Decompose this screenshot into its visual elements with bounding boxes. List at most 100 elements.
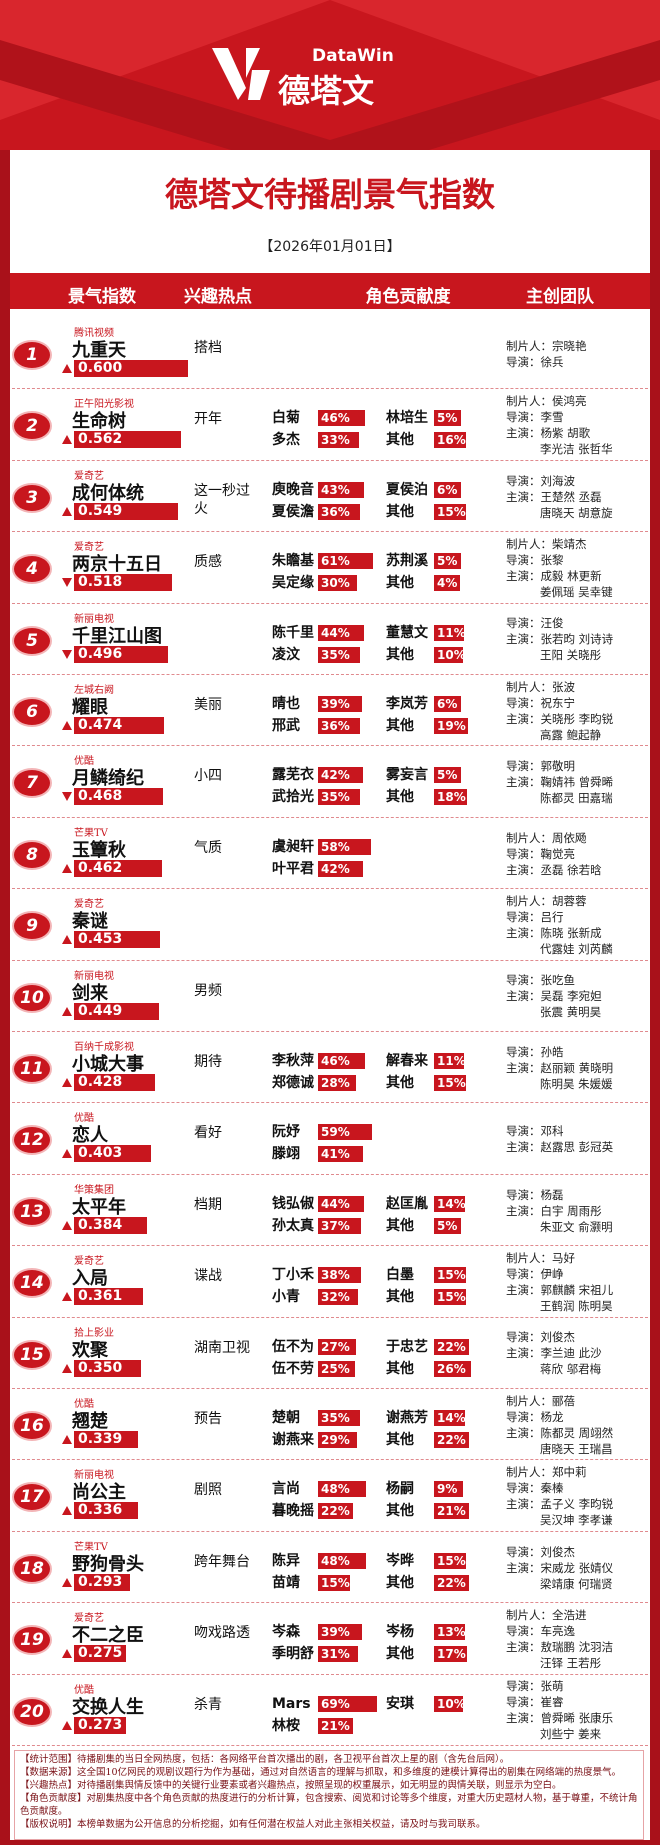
- header-art: [0, 0, 660, 150]
- index-label: 0.462: [78, 859, 123, 876]
- platform: 新丽电视: [74, 970, 114, 982]
- hotspot: 气质: [194, 839, 222, 856]
- role-share: 16%: [437, 433, 466, 448]
- team-line: 陈明昊 朱媛媛: [540, 1076, 613, 1091]
- hotspot: 剧照: [194, 1482, 222, 1499]
- team-line: 导演：邓科: [506, 1124, 564, 1139]
- role-share: 32%: [321, 1290, 350, 1305]
- role-bar: [434, 1646, 467, 1663]
- role-share: 30%: [321, 576, 350, 591]
- index-label: 0.275: [78, 1645, 123, 1662]
- index-bar: [74, 645, 169, 663]
- role-share: 44%: [321, 1196, 350, 1211]
- rank-badge: 6: [12, 697, 52, 727]
- index-label: 0.350: [78, 1359, 123, 1376]
- rank-badge: 10: [12, 982, 52, 1013]
- role-share: 26%: [437, 1361, 466, 1376]
- hotspot: 档期: [194, 1196, 222, 1213]
- platform: 腾讯视频: [74, 328, 114, 339]
- platform: 正午阳光影视: [74, 399, 134, 411]
- index-bar: [74, 360, 188, 377]
- note: 【数据来源】这全国10亿网民的观剧议题行为作为基础，通过对自然语言的理解与抓取，…: [20, 1767, 622, 1778]
- hotspot: 男频: [194, 982, 222, 999]
- role-share: 39%: [321, 1625, 350, 1640]
- role-share: 21%: [437, 1504, 466, 1519]
- team-line: 唐晓天 胡意旋: [540, 505, 613, 520]
- role-bar: [318, 503, 360, 520]
- team-line: 朱亚文 俞灏明: [540, 1219, 613, 1234]
- team-line: 制片人：胡蓉蓉: [506, 893, 587, 908]
- team-line: 导演：郭敬明: [506, 759, 575, 774]
- team-line: 主演：吴磊 李宛妲: [506, 989, 602, 1004]
- hotspot: 美丽: [194, 697, 222, 713]
- team-line: 导演：杨龙: [506, 1409, 564, 1424]
- role-bar: [318, 1695, 377, 1712]
- role-share: 14%: [437, 1411, 466, 1425]
- trend-arrow: [62, 506, 72, 516]
- role-name: 其他: [386, 575, 414, 592]
- index-label: 0.273: [78, 1716, 123, 1733]
- trend-arrow: [62, 1720, 72, 1730]
- row-separator: [12, 1745, 648, 1746]
- role-share: 36%: [321, 504, 350, 519]
- index-bar: [74, 1716, 126, 1734]
- index-label: 0.496: [78, 645, 123, 662]
- role-bar: [434, 1432, 469, 1448]
- role-bar: [434, 1075, 466, 1091]
- index-label: 0.549: [78, 502, 123, 519]
- role-name: 钱弘俶: [272, 1195, 314, 1212]
- role-name: 伍不为: [272, 1338, 314, 1355]
- index-bar: [74, 1002, 160, 1020]
- team-line: 制片人：全浩进: [506, 1607, 587, 1622]
- role-share: 28%: [321, 1076, 350, 1090]
- role-share: 69%: [321, 1696, 350, 1711]
- hotspot: 预告: [194, 1411, 222, 1427]
- role-share: 19%: [437, 719, 466, 733]
- rank-badge: 7: [12, 768, 52, 799]
- drama-name: 小城大事: [72, 1054, 144, 1075]
- index-bar: [74, 1431, 139, 1448]
- note: 【兴趣热点】对待播剧集舆情反馈中的关键行业要素或者兴趣热点，按照呈现的权重展示，…: [20, 1780, 562, 1791]
- role-bar: [434, 767, 461, 784]
- role-name: 其他: [386, 1289, 414, 1306]
- role-share: 33%: [321, 433, 350, 448]
- role-name: 朱瞻基: [272, 553, 314, 570]
- role-share: 37%: [321, 1218, 350, 1233]
- index-label: 0.428: [78, 1074, 123, 1090]
- role-name: 武拾光: [272, 789, 314, 806]
- role-share: 15%: [437, 1076, 466, 1090]
- team-line: 蒋欣 邬君梅: [540, 1362, 602, 1377]
- role-share: 15%: [321, 1575, 350, 1590]
- role-share: 42%: [321, 768, 350, 783]
- role-name: 于忠艺: [386, 1338, 428, 1355]
- team-line: 梁靖康 何瑞贤: [540, 1576, 613, 1591]
- trend-arrow: [62, 792, 72, 802]
- role-bar: [318, 1267, 361, 1284]
- platform: 爱奇艺: [74, 899, 104, 911]
- role-bar: [434, 1360, 471, 1377]
- note: 【角色贡献度】对剧集热度中各个角色贡献的热度进行的分析计算，包含搜索、阅览和讨论…: [20, 1793, 638, 1817]
- hotspot: 看好: [194, 1125, 222, 1142]
- index-bar: [74, 502, 179, 520]
- role-share: 59%: [321, 1125, 350, 1140]
- role-share: 61%: [321, 554, 350, 569]
- column-header: 景气指数: [68, 287, 136, 307]
- drama-name: 成何体统: [72, 482, 144, 504]
- team-line: 主演：白宇 周雨彤: [506, 1203, 602, 1218]
- role-share: 25%: [321, 1361, 350, 1376]
- team-line: 制片人：柴靖杰: [506, 536, 587, 551]
- role-bar: [318, 432, 359, 449]
- column-header: 兴趣热点: [184, 287, 252, 307]
- team-line: 导演：张黎: [506, 552, 564, 567]
- logo-latin: DataWin: [312, 46, 394, 66]
- team-line: 导演：张吃鱼: [506, 973, 575, 988]
- team-line: 吴汉坤 李孝谦: [540, 1513, 613, 1528]
- row-separator: [12, 888, 648, 890]
- team-line: 导演：李雪: [506, 410, 564, 425]
- role-name: 滕翊: [272, 1146, 300, 1163]
- role-share: 27%: [321, 1339, 350, 1354]
- role-share: 10%: [437, 647, 466, 662]
- team-line: 主演：孟子义 李昀锐: [506, 1497, 614, 1512]
- role-name: 虞昶轩: [272, 838, 314, 855]
- team-line: 制片人：郦蓓: [506, 1393, 575, 1408]
